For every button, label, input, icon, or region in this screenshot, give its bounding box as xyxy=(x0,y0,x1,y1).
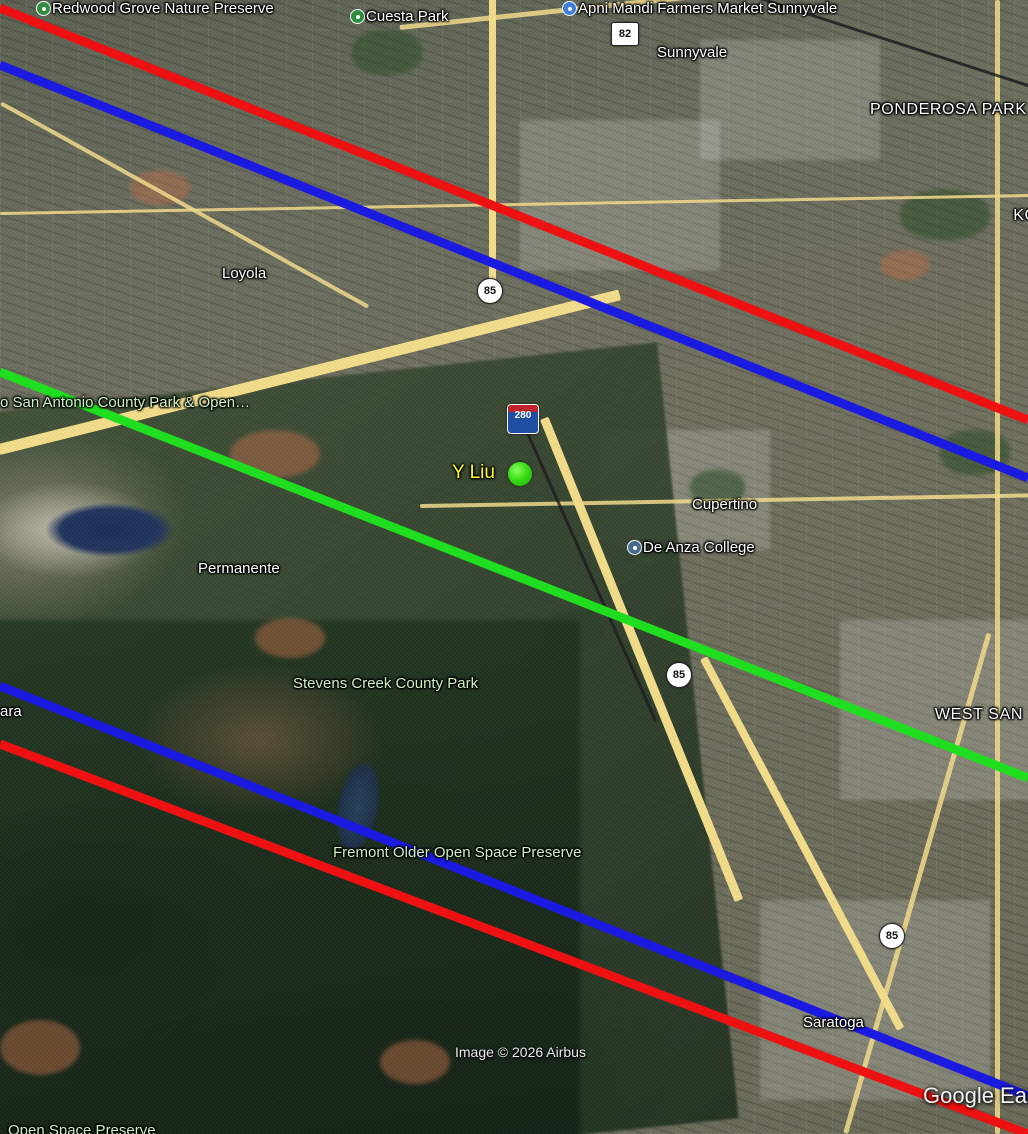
bare-soil-patch xyxy=(380,1040,450,1084)
road-ca85-north xyxy=(489,0,496,300)
user-location-marker[interactable] xyxy=(508,462,532,486)
highway-shield-82: 82 xyxy=(611,22,639,46)
highway-shield-85: 85 xyxy=(477,278,503,304)
urban-patch xyxy=(700,40,880,160)
shield-label: 280 xyxy=(514,410,532,421)
line-blue-upper xyxy=(0,60,1028,483)
interstate-shield-cap xyxy=(508,405,538,412)
permanente-quarry xyxy=(0,470,260,610)
poi-pin-park-icon[interactable] xyxy=(36,1,51,16)
line-red-lower xyxy=(0,739,1028,1134)
line-green xyxy=(0,367,1028,783)
highway-shield-85: 85 xyxy=(666,662,692,688)
bare-soil-patch xyxy=(255,618,325,658)
line-red-upper xyxy=(0,3,1028,425)
poi-pin-park-icon[interactable] xyxy=(350,9,365,24)
highway-shield-85: 85 xyxy=(879,923,905,949)
vegetation-patch xyxy=(352,30,422,75)
poi-pin-school-icon[interactable] xyxy=(627,540,642,555)
line-blue-lower xyxy=(0,681,1028,1101)
highway-shield-280: 280 xyxy=(507,404,539,434)
road-lawrence-expressway xyxy=(995,0,1000,1134)
bare-soil-patch xyxy=(880,250,930,280)
poi-pin-shop-icon[interactable] xyxy=(562,1,577,16)
bare-soil-patch xyxy=(0,1020,80,1075)
bare-soil-patch xyxy=(130,170,190,205)
urban-patch xyxy=(520,120,720,270)
